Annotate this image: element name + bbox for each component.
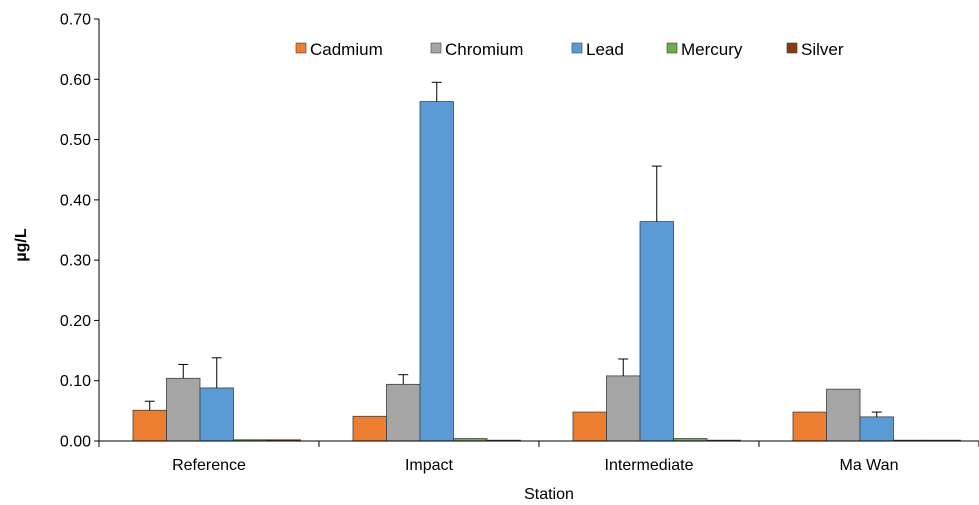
y-tick-label: 0.10 bbox=[60, 373, 91, 390]
error-bars bbox=[144, 81, 882, 417]
y-tick-label: 0.50 bbox=[60, 132, 91, 149]
x-tick-label: Impact bbox=[405, 457, 454, 474]
y-tick-label: 0.70 bbox=[60, 12, 91, 29]
legend-swatch bbox=[295, 42, 307, 54]
y-tick-label: 0.30 bbox=[60, 253, 91, 270]
legend-swatch bbox=[786, 42, 798, 54]
y-tick-label: 0.00 bbox=[60, 434, 91, 451]
bar bbox=[199, 387, 234, 442]
bar bbox=[419, 101, 454, 442]
bar bbox=[639, 221, 674, 442]
legend-swatch bbox=[430, 42, 442, 54]
x-tick-label: Ma Wan bbox=[840, 457, 899, 474]
y-tick-label: 0.40 bbox=[60, 192, 91, 209]
legend-label: Silver bbox=[801, 40, 844, 59]
bar bbox=[826, 388, 861, 442]
bar bbox=[352, 415, 387, 442]
bars bbox=[132, 101, 961, 442]
x-tick-label: Intermediate bbox=[605, 457, 694, 474]
legend-label: Chromium bbox=[445, 40, 523, 59]
bar bbox=[386, 383, 421, 442]
x-tick-label: Reference bbox=[172, 457, 246, 474]
bar bbox=[859, 416, 894, 442]
legend-swatch bbox=[571, 42, 583, 54]
bar bbox=[606, 375, 641, 442]
y-tick-label: 0.20 bbox=[60, 313, 91, 330]
legend: Cadmium Chromium Lead Mercury Silver bbox=[295, 40, 844, 59]
legend-swatch bbox=[666, 42, 678, 54]
legend-label: Cadmium bbox=[310, 40, 383, 59]
legend-label: Lead bbox=[586, 40, 624, 59]
y-tick-label: 0.60 bbox=[60, 72, 91, 89]
y-axis-title: µg/L bbox=[13, 228, 30, 261]
bar bbox=[792, 411, 827, 442]
bar bbox=[132, 409, 167, 442]
bar bbox=[572, 411, 607, 442]
bar bbox=[166, 377, 201, 442]
axes: 0.00 0.10 0.20 0.30 0.40 0.50 0.60 0.70 Referenc… bbox=[60, 12, 979, 474]
x-axis-title: Station bbox=[524, 486, 574, 503]
legend-label: Mercury bbox=[681, 40, 743, 59]
